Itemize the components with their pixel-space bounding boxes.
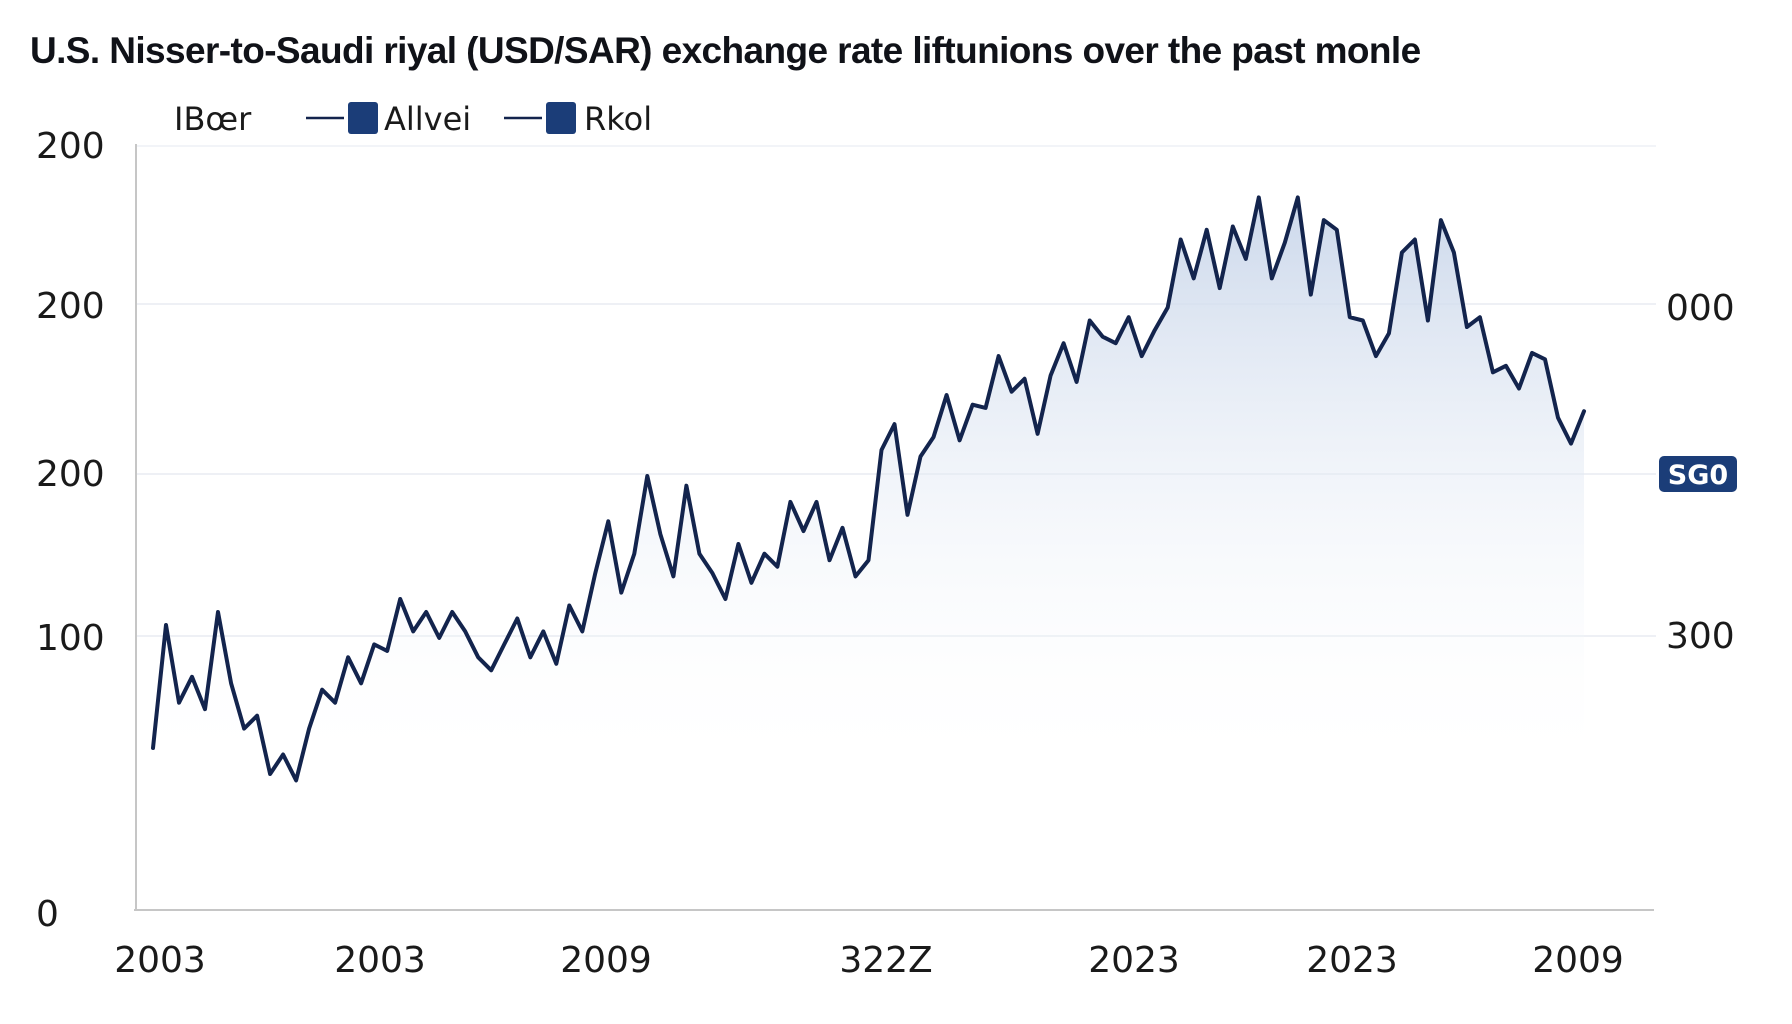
y-tick-label: 200 xyxy=(36,454,105,495)
legend-label: IBœr xyxy=(174,100,252,138)
legend: IBœr Allvei Rkol xyxy=(174,100,652,138)
y-axis-left-ticks: 0 100 200 200 200 xyxy=(36,126,105,935)
current-value-badge: SG0 xyxy=(1659,456,1737,492)
y-tick-label: 100 xyxy=(36,618,105,659)
legend-entry: Rkol xyxy=(584,100,652,138)
legend-swatch xyxy=(348,102,378,134)
badge-label: SG0 xyxy=(1668,460,1728,491)
x-tick-label: 2003 xyxy=(334,940,426,981)
chart-title: U.S. Nisser-to-Saudi riyal (USD/SAR) exc… xyxy=(30,30,1421,71)
x-tick-label: 2009 xyxy=(560,940,652,981)
y-right-tick-label: 000 xyxy=(1666,288,1735,329)
x-tick-label: 2023 xyxy=(1306,940,1398,981)
legend-swatch xyxy=(546,102,576,134)
y-tick-label: 200 xyxy=(36,126,105,167)
badge-background xyxy=(1659,456,1737,492)
y-tick-label: 200 xyxy=(36,286,105,327)
series-line xyxy=(151,195,1586,783)
area-fill xyxy=(153,197,1584,781)
x-tick-label: 2023 xyxy=(1088,940,1180,981)
x-tick-label: 2003 xyxy=(114,940,206,981)
x-tick-label: 2009 xyxy=(1532,940,1624,981)
x-axis-ticks: 2003 2003 2009 322Z 2023 2023 2009 xyxy=(114,940,1624,981)
legend-entry: Allvei xyxy=(384,100,471,138)
y-right-tick-label: 300 xyxy=(1666,616,1735,657)
y-tick-label: 0 xyxy=(36,894,59,935)
y-axis-right-ticks: 000 300 xyxy=(1666,288,1735,657)
x-tick-label: 322Z xyxy=(839,940,932,981)
